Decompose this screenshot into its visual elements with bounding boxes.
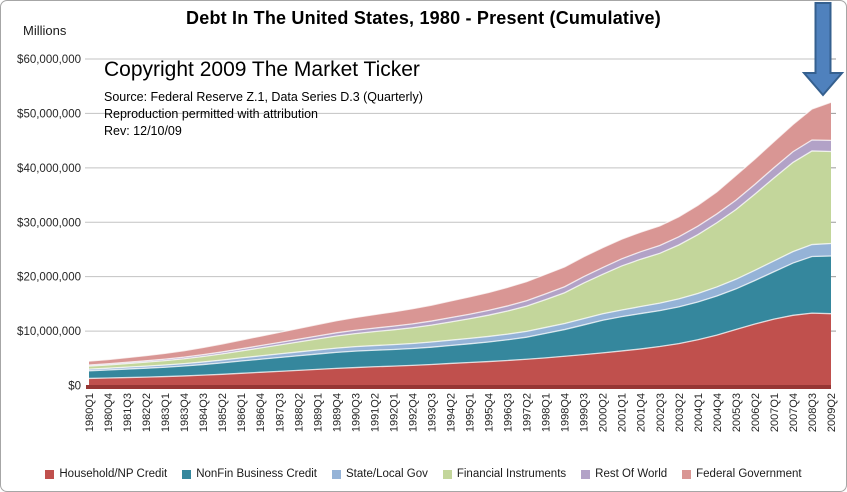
y-tick-label: $30,000,000 bbox=[17, 217, 81, 229]
y-tick-label: $10,000,000 bbox=[17, 326, 81, 338]
x-tick-label: 2007Q1 bbox=[769, 393, 781, 432]
x-tick-label: 1992Q1 bbox=[388, 393, 400, 432]
x-tick-label: 1983Q4 bbox=[179, 393, 191, 432]
x-tick-label: 1999Q3 bbox=[579, 393, 591, 432]
area-border-rest-of-world bbox=[88, 139, 832, 366]
x-tick-label: 2005Q3 bbox=[731, 393, 743, 432]
legend-swatch-federal-government bbox=[682, 469, 692, 479]
x-tick-label: 1987Q3 bbox=[274, 393, 286, 432]
legend-swatch-financial-instruments bbox=[442, 469, 452, 479]
y-tick-label: $60,000,000 bbox=[17, 54, 81, 66]
legend-label: Federal Government bbox=[696, 468, 802, 480]
x-tick-label: 1986Q1 bbox=[236, 393, 248, 432]
legend-label: Financial Instruments bbox=[456, 468, 567, 480]
legend-label: Household/NP Credit bbox=[59, 468, 168, 480]
x-tick-label: 1995Q4 bbox=[484, 393, 496, 432]
x-tick-label: 2003Q2 bbox=[674, 393, 686, 432]
legend-label: Rest Of World bbox=[595, 468, 668, 480]
legend-swatch-household-np-credit bbox=[45, 469, 55, 479]
x-tick-label: 1992Q4 bbox=[407, 393, 419, 432]
legend-swatch-nonfin-business-credit bbox=[182, 469, 192, 479]
x-tick-label: 2001Q4 bbox=[636, 393, 648, 432]
x-tick-label: 2009Q2 bbox=[826, 393, 838, 432]
x-tick-label: 1994Q2 bbox=[445, 393, 457, 432]
down-arrow-icon bbox=[801, 2, 845, 97]
area-border-household-np-credit bbox=[88, 312, 832, 380]
y-tick-label: $20,000,000 bbox=[17, 272, 81, 284]
x-tick-label: 1981Q3 bbox=[122, 393, 134, 432]
x-tick-label: 1998Q1 bbox=[541, 393, 553, 432]
y-axis-unit-label: Millions bbox=[23, 23, 67, 38]
x-tick-label: 1982Q2 bbox=[141, 393, 153, 432]
legend-item-household-np-credit: Household/NP Credit bbox=[45, 468, 167, 480]
x-tick-label: 2006Q2 bbox=[750, 393, 762, 432]
x-tick-label: 1993Q3 bbox=[426, 393, 438, 432]
legend-swatch-rest-of-world bbox=[581, 469, 591, 479]
area-border-nonfin-business-credit bbox=[88, 255, 832, 372]
permission-text: Reproduction permitted with attribution bbox=[104, 107, 319, 121]
x-tick-label: 1995Q1 bbox=[465, 393, 477, 432]
x-tick-label: 1990Q3 bbox=[350, 393, 362, 432]
area-household-np-credit bbox=[89, 313, 831, 386]
x-tick-label: 1984Q3 bbox=[198, 393, 210, 432]
legend-item-financial-instruments: Financial Instruments bbox=[442, 468, 567, 480]
chart-title: Debt In The United States, 1980 - Presen… bbox=[186, 8, 661, 28]
legend-item-federal-government: Federal Government bbox=[682, 468, 802, 480]
chart-legend: Household/NP Credit NonFin Business Credi… bbox=[1, 465, 846, 483]
legend-item-nonfin-business-credit: NonFin Business Credit bbox=[182, 468, 317, 480]
annotation-block: Copyright 2009 The Market Ticker Source:… bbox=[104, 57, 423, 140]
legend-item-state-local-gov: State/Local Gov bbox=[332, 468, 428, 480]
x-tick-label: 2004Q1 bbox=[693, 393, 705, 432]
x-tick-label: 1989Q4 bbox=[331, 393, 343, 432]
x-tick-label: 1988Q2 bbox=[293, 393, 305, 432]
area-border-state-local-gov bbox=[88, 242, 832, 370]
x-tick-label: 1997Q2 bbox=[522, 393, 534, 432]
x-tick-label: 1998Q4 bbox=[560, 393, 572, 432]
x-tick-label: 2002Q3 bbox=[655, 393, 667, 432]
x-tick-label: 2001Q1 bbox=[617, 393, 629, 432]
y-tick-label: $40,000,000 bbox=[17, 163, 81, 175]
x-tick-label: 1980Q1 bbox=[84, 393, 96, 432]
legend-swatch-state-local-gov bbox=[332, 469, 342, 479]
x-tick-label: 2000Q2 bbox=[598, 393, 610, 432]
legend-item-rest-of-world: Rest Of World bbox=[581, 468, 667, 480]
x-tick-label: 1991Q2 bbox=[369, 393, 381, 432]
copyright-text: Copyright 2009 The Market Ticker bbox=[104, 58, 420, 81]
x-tick-label: 1985Q2 bbox=[217, 393, 229, 432]
x-tick-label: 2008Q3 bbox=[807, 393, 819, 432]
x-tick-label: 1983Q1 bbox=[160, 393, 172, 432]
y-tick-label: $50,000,000 bbox=[17, 108, 81, 120]
area-federal-government bbox=[89, 102, 831, 366]
x-tick-label: 2007Q4 bbox=[788, 393, 800, 432]
legend-label: State/Local Gov bbox=[346, 468, 428, 480]
area-border-financial-instruments bbox=[88, 150, 832, 367]
x-tick-label: 1989Q1 bbox=[312, 393, 324, 432]
x-tick-label: 1980Q4 bbox=[103, 393, 115, 432]
area-border-federal-government bbox=[88, 101, 832, 362]
area-financial-instruments bbox=[89, 150, 831, 370]
x-tick-label: 1986Q4 bbox=[255, 393, 267, 432]
source-text: Source: Federal Reserve Z.1, Data Series… bbox=[104, 90, 423, 104]
x-tick-label: 2004Q4 bbox=[712, 393, 724, 432]
revision-text: Rev: 12/10/09 bbox=[104, 124, 182, 138]
y-tick-label: $0 bbox=[68, 381, 81, 393]
legend-label: NonFin Business Credit bbox=[196, 468, 318, 480]
x-tick-label: 1996Q3 bbox=[503, 393, 515, 432]
